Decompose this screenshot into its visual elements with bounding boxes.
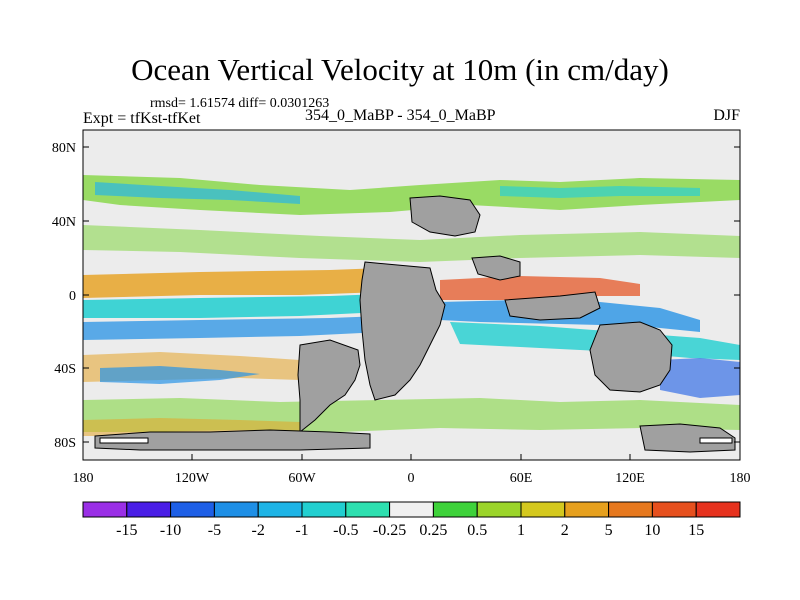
lat-labels: 80N 40N 0 40S 80S: [52, 141, 76, 451]
colorbar-label: 0.25: [419, 522, 447, 539]
colorbar-label: 0.5: [467, 522, 487, 539]
ice-patch-2: [699, 437, 733, 444]
colorbar-label: 10: [644, 522, 660, 539]
colorbar-swatch: [126, 501, 172, 518]
colorbar-swatch: [257, 501, 303, 518]
lat-label-80s: 80S: [54, 436, 76, 451]
lat-label-40n: 40N: [52, 215, 76, 230]
colorbar-swatch: [608, 501, 653, 518]
colorbar-swatch: [82, 501, 128, 518]
colorbar-swatch: [345, 501, 391, 518]
land-africa: [359, 261, 446, 401]
colorbar-label: 1: [517, 522, 525, 539]
colorbar-label: -1: [295, 522, 308, 539]
colorbar-label: -0.5: [333, 522, 358, 539]
ice-patch-1: [99, 437, 149, 444]
lon-label-60w: 60W: [288, 471, 316, 486]
lat-axis: [83, 146, 740, 443]
colorbar-swatch: [432, 501, 478, 518]
runs-line: 354_0_MaBP - 354_0_MaBP: [305, 107, 496, 124]
land-antarctica-east: [639, 423, 736, 453]
land-antarctica-west: [94, 429, 371, 451]
colorbar-label: 15: [688, 522, 704, 539]
sea-ice: [99, 437, 733, 444]
colorbar-swatch: [213, 501, 259, 518]
lat-label-80n: 80N: [52, 141, 76, 156]
colorbar-label: -2: [252, 522, 265, 539]
colorbar-label: -5: [208, 522, 221, 539]
lon-axis: [82, 454, 741, 460]
colorbar-swatch: [301, 501, 347, 518]
season-label: DJF: [713, 107, 740, 124]
colorbar-swatch: [476, 501, 522, 518]
land-arabia: [471, 255, 521, 281]
colorbar-label: 2: [561, 522, 569, 539]
experiment-label: Expt = tfKst-tfKet: [83, 110, 201, 127]
lon-label-60e: 60E: [510, 471, 533, 486]
colorbar-swatch: [389, 501, 434, 518]
lon-label-0: 0: [408, 471, 415, 486]
land-south-america: [297, 339, 361, 434]
land-southeast-asia: [504, 291, 601, 321]
lon-label-120w: 120W: [175, 471, 210, 486]
colorbar-swatch: [520, 501, 566, 518]
colorbar-label: 5: [605, 522, 613, 539]
land-australia: [589, 321, 673, 393]
lon-label-180e: 180: [730, 471, 751, 486]
colorbar-label: -15: [116, 522, 137, 539]
velocity-field: [83, 175, 740, 436]
colorbar-swatch: [651, 501, 697, 518]
colorbar-swatch: [695, 501, 741, 518]
lat-label-0: 0: [69, 289, 76, 304]
lat-label-40s: 40S: [54, 362, 76, 377]
colorbar-label: -0.25: [373, 522, 406, 539]
lon-label-120e: 120E: [615, 471, 645, 486]
land-masses: [94, 195, 736, 453]
colorbar-label: -10: [160, 522, 181, 539]
colorbar-swatch: [170, 501, 215, 518]
land-europe: [409, 195, 481, 237]
lon-labels: 180 120W 60W 0 60E 120E 180: [73, 471, 751, 486]
colorbar: -15 -10 -5 -2 -1 -0.5 -0.25 0.25 0.5 1 2 5 10 15: [82, 501, 741, 539]
map-panel: [82, 129, 741, 461]
stats-line: rmsd= 1.61574 diff= 0.0301263: [150, 96, 330, 111]
lon-label-180w: 180: [73, 471, 94, 486]
plot-title: Ocean Vertical Velocity at 10m (in cm/da…: [131, 52, 669, 87]
colorbar-swatch: [564, 501, 610, 518]
